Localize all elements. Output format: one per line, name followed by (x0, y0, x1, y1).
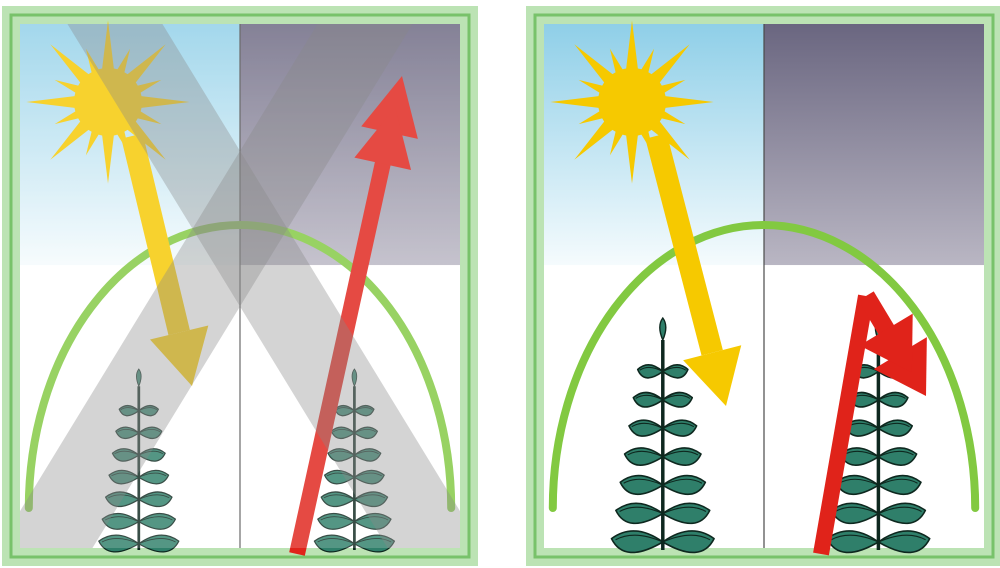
panel-left (2, 6, 478, 566)
muted-overlay (20, 24, 460, 548)
panel-right (526, 6, 1000, 566)
sun-icon (550, 20, 713, 183)
panel-svg (2, 6, 478, 566)
diagram-container (0, 0, 1000, 568)
panel-svg (526, 6, 1000, 566)
